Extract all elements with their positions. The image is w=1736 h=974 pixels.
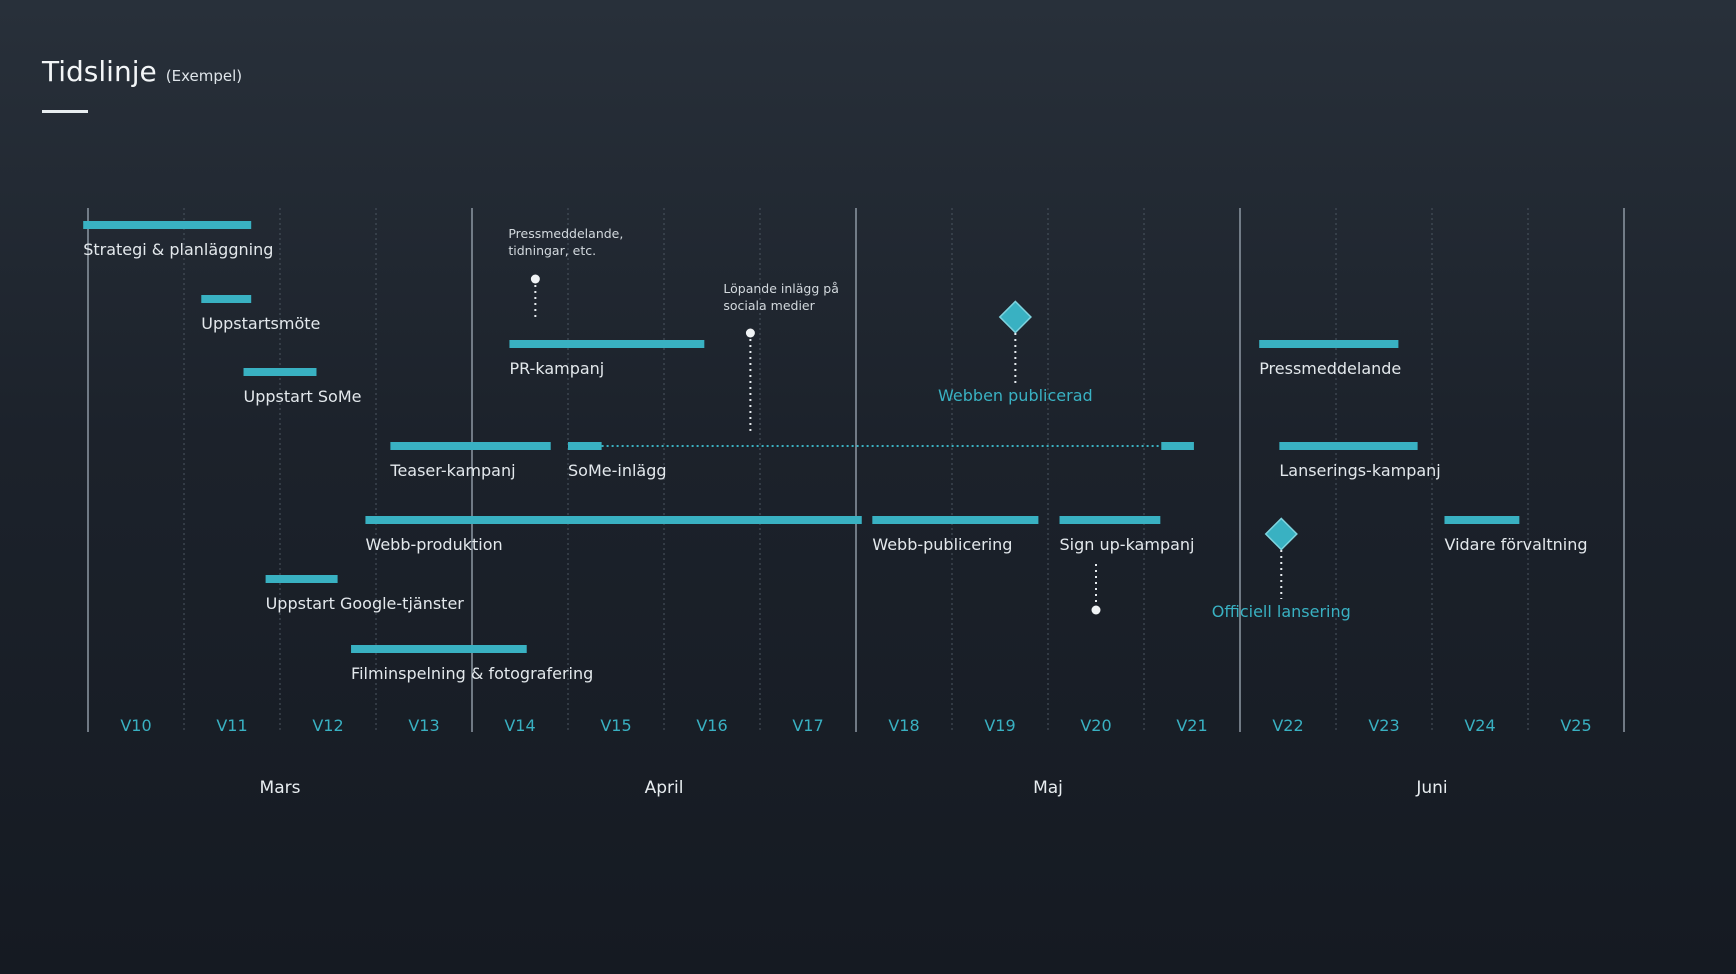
task-bar [83,221,252,229]
task-label: Lanserings-kampanj [1279,461,1440,480]
task-label: Sign up-kampanj [1060,535,1195,554]
task-bar [243,368,317,376]
week-label: V21 [1176,716,1207,735]
week-label: V13 [408,716,439,735]
task-label: Strategi & planläggning [83,240,273,259]
title-underline [42,110,88,113]
milestone-diamond [1264,517,1298,551]
annotation-dot [745,328,755,338]
week-label: V22 [1272,716,1303,735]
task-label: Uppstartsmöte [201,314,320,333]
month-label: Mars [260,778,301,798]
week-label: V10 [120,716,151,735]
week-label: V23 [1368,716,1399,735]
week-label: V19 [984,716,1015,735]
week-label: V16 [696,716,727,735]
week-label: V20 [1080,716,1111,735]
task-bar [201,295,252,303]
task-label: Teaser-kampanj [389,461,515,480]
task-bar [509,340,705,348]
task-label: Pressmeddelande [1259,359,1401,378]
month-label: April [645,778,684,798]
month-label: Juni [1415,778,1447,798]
task-bar [1259,340,1399,348]
week-label: V11 [216,716,247,735]
annotation-text: sociala medier [723,298,815,313]
week-label: V17 [792,716,823,735]
task-label: PR-kampanj [509,359,604,378]
task-bar [390,442,551,450]
task-bar [365,516,862,524]
task-bar [568,442,602,450]
task-bar [1059,516,1161,524]
annotation-text: Pressmeddelande, [508,226,623,241]
week-label: V18 [888,716,919,735]
task-label: Webb-produktion [365,535,502,554]
milestone-label: Webben publicerad [938,386,1093,405]
annotation-text: Löpande inlägg på [723,281,838,296]
task-bar [872,516,1039,524]
task-label: SoMe-inlägg [568,461,667,480]
page-title: Tidslinje (Exempel) [42,55,242,88]
task-bar [351,645,527,653]
task-bar [265,575,338,583]
milestone-label: Officiell lansering [1212,602,1351,621]
week-label: V12 [312,716,343,735]
title-main: Tidslinje [42,55,157,88]
title-subtitle: (Exempel) [165,67,243,85]
annotation-text: tidningar, etc. [508,243,596,258]
task-bar-end [1161,442,1194,450]
month-label: Maj [1033,778,1063,798]
task-label: Uppstart Google-tjänster [266,594,465,613]
task-label: Vidare förvaltning [1444,535,1587,554]
signup-pointer-dot [1091,605,1101,615]
milestone-diamond [998,300,1032,334]
task-bar [1279,442,1418,450]
week-label: V24 [1464,716,1495,735]
task-label: Filminspelning & fotografering [351,664,593,683]
week-label: V14 [504,716,535,735]
annotation-dot [530,274,540,284]
task-label: Uppstart SoMe [244,387,362,406]
week-label: V25 [1560,716,1591,735]
task-bar [1444,516,1520,524]
week-label: V15 [600,716,631,735]
task-label: Webb-publicering [872,535,1012,554]
